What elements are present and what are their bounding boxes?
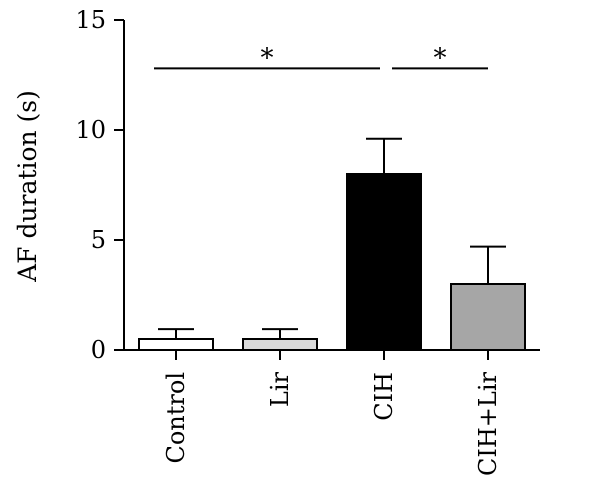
y-tick-label: 10 <box>75 116 106 144</box>
bars-group <box>138 173 526 351</box>
x-tick-label: CIH <box>370 372 398 421</box>
bar-control <box>138 338 214 351</box>
y-tick-label: 15 <box>75 6 106 34</box>
x-tick-label: Lir <box>266 371 294 407</box>
y-axis-title: AF duration (s) <box>13 90 42 283</box>
y-axis: 0 5 10 15 <box>75 6 125 364</box>
y-tick-label: 5 <box>91 226 106 254</box>
error-bars-group <box>158 137 506 339</box>
significance-group: * * <box>154 43 488 73</box>
significance-star: * <box>434 43 447 73</box>
significance-star: * <box>261 43 274 73</box>
y-tick-label: 0 <box>91 336 106 364</box>
x-axis <box>124 349 540 360</box>
bar-cih-lir <box>450 283 526 351</box>
category-labels: Control Lir CIH CIH+Lir <box>162 371 502 475</box>
bar-lir <box>242 338 318 351</box>
bar-cih <box>346 173 422 351</box>
x-tick-label: Control <box>162 372 190 464</box>
x-tick-label: CIH+Lir <box>474 371 502 475</box>
